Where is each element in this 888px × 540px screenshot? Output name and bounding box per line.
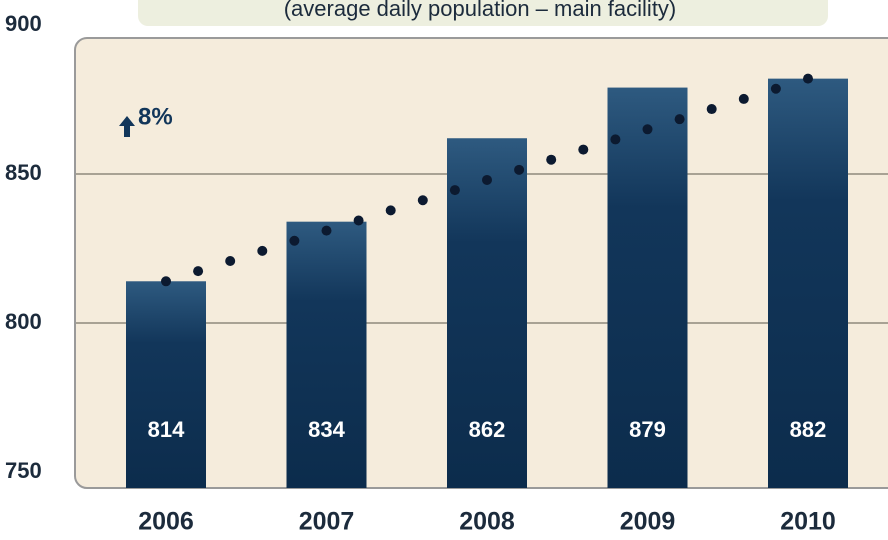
trend-dot (257, 245, 268, 256)
trend-dot (321, 225, 332, 236)
value-label: 862 (469, 417, 506, 442)
trend-dot (546, 154, 557, 165)
header-box (138, 0, 828, 26)
y-tick-label: 750 (5, 458, 42, 483)
trend-dot (385, 205, 396, 216)
trend-dot (578, 144, 589, 155)
x-tick-label: 2007 (299, 508, 355, 536)
y-tick-label: 850 (5, 160, 42, 185)
trend-dot (225, 256, 236, 267)
trend-dot (193, 266, 204, 277)
bar (126, 281, 206, 488)
bar (607, 87, 688, 488)
trend-dot (482, 174, 492, 185)
trend-dot (161, 276, 171, 287)
y-tick-label: 800 (5, 309, 42, 334)
up-arrow-icon (119, 116, 135, 137)
trend-dot (289, 235, 300, 246)
trend-dot (353, 215, 364, 226)
subtitle: (average daily population – main facilit… (284, 0, 677, 21)
trend-dot (738, 93, 749, 104)
trend-dot (803, 73, 813, 84)
value-label: 814 (148, 417, 185, 442)
y-tick-label: 900 (5, 11, 42, 36)
trend-dot (514, 164, 525, 175)
x-tick-label: 2009 (620, 508, 676, 536)
x-tick-label: 2008 (459, 508, 515, 536)
value-label: 834 (308, 417, 345, 442)
trend-dot (770, 83, 781, 94)
trend-dot (706, 104, 717, 115)
value-label: 882 (790, 417, 827, 442)
bar (286, 221, 367, 488)
x-tick-label: 2006 (138, 508, 194, 536)
annotation: 8% (138, 103, 173, 130)
trend-dot (674, 114, 685, 125)
trend-dot (610, 134, 621, 145)
trend-dot (449, 185, 460, 196)
value-label: 879 (629, 417, 666, 442)
x-tick-label: 2010 (780, 508, 836, 536)
trend-dot (642, 124, 653, 135)
bar (768, 78, 848, 488)
bar (447, 138, 527, 489)
trend-dot (417, 195, 428, 206)
